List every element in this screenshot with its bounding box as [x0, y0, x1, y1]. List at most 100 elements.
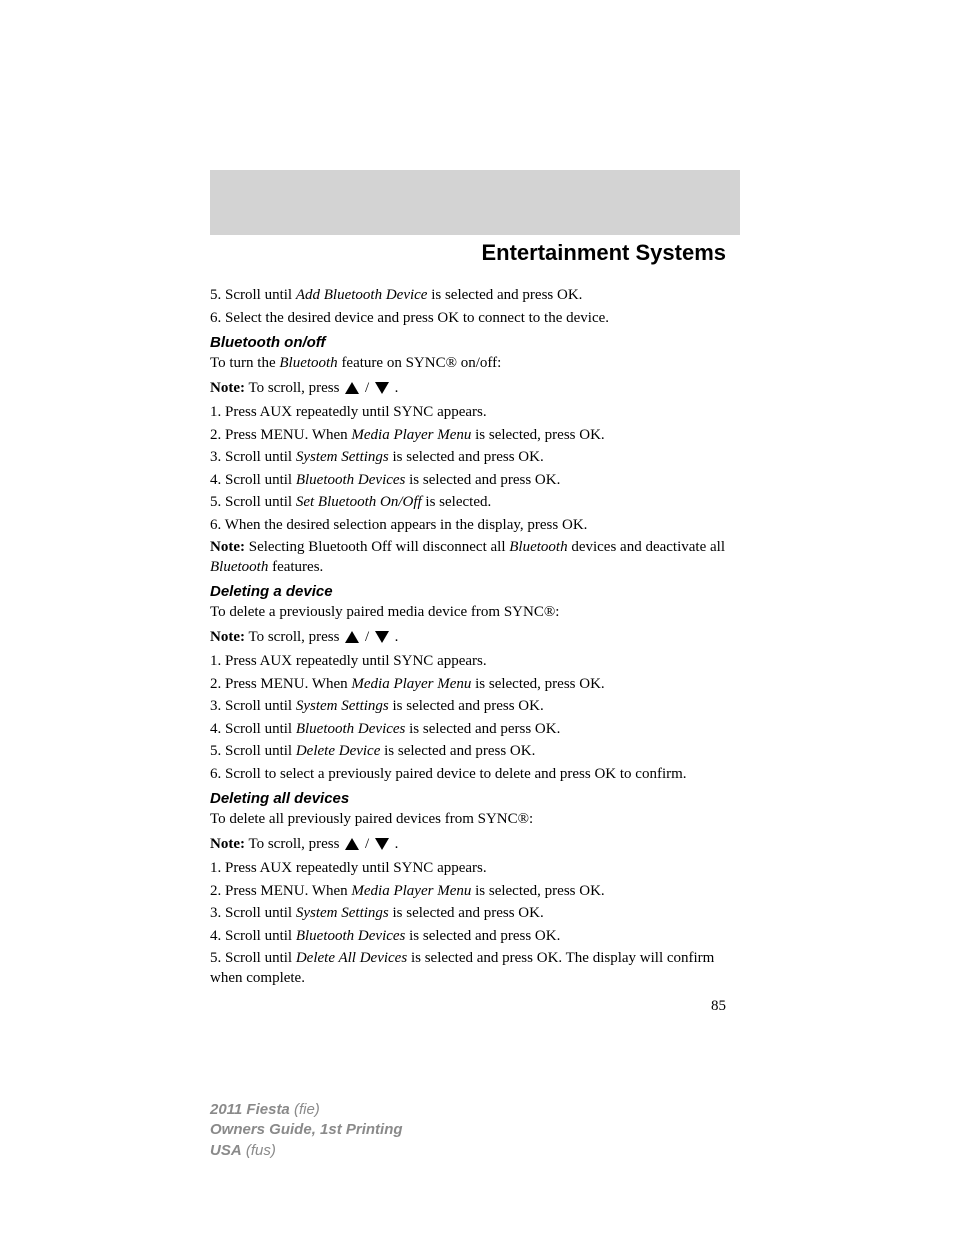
note-label: Note:: [210, 836, 245, 852]
bluetooth-step-1: 1. Press AUX repeatedly until SYNC appea…: [210, 403, 740, 423]
page-title: Entertainment Systems: [210, 235, 740, 274]
text-fragment: devices and deactivate all: [568, 539, 725, 555]
bluetooth-step-4: 4. Scroll until Bluetooth Devices is sel…: [210, 471, 740, 491]
footer-line-2: Owners Guide, 1st Printing: [210, 1120, 403, 1140]
deleting-device-step-5: 5. Scroll until Delete Device is selecte…: [210, 742, 740, 762]
intro-step-6: 6. Select the desired device and press O…: [210, 309, 740, 329]
text-fragment: 3. Scroll until: [210, 698, 296, 714]
deleting-device-step-2: 2. Press MENU. When Media Player Menu is…: [210, 675, 740, 695]
text-fragment: /: [361, 836, 373, 852]
deleting-all-note-scroll: Note: To scroll, press / .: [210, 835, 740, 855]
text-fragment: 4. Scroll until: [210, 721, 296, 737]
bluetooth-step-3: 3. Scroll until System Settings is selec…: [210, 448, 740, 468]
triangle-up-icon: [345, 382, 359, 394]
text-italic: Media Player Menu: [351, 676, 471, 692]
bluetooth-step-5: 5. Scroll until Set Bluetooth On/Off is …: [210, 493, 740, 513]
deleting-all-step-5: 5. Scroll until Delete All Devices is se…: [210, 949, 740, 988]
triangle-down-icon: [375, 838, 389, 850]
triangle-down-icon: [375, 631, 389, 643]
text-fragment: is selected and press OK.: [427, 287, 582, 303]
footer-line-3: USA (fus): [210, 1141, 403, 1161]
text-fragment: 3. Scroll until: [210, 905, 296, 921]
page-content: 5. Scroll until Add Bluetooth Device is …: [210, 274, 740, 1015]
deleting-all-step-1: 1. Press AUX repeatedly until SYNC appea…: [210, 859, 740, 879]
text-fragment: To scroll, press: [245, 629, 343, 645]
text-fragment: .: [391, 629, 399, 645]
text-fragment: 4. Scroll until: [210, 472, 296, 488]
text-fragment: is selected and press OK.: [389, 449, 544, 465]
footer-code: (fie): [290, 1101, 320, 1118]
page-number: 85: [210, 998, 740, 1015]
text-italic: Add Bluetooth Device: [296, 287, 428, 303]
bluetooth-step-2: 2. Press MENU. When Media Player Menu is…: [210, 426, 740, 446]
text-fragment: 5. Scroll until: [210, 743, 296, 759]
bluetooth-note-scroll: Note: To scroll, press / .: [210, 379, 740, 399]
footer: 2011 Fiesta (fie) Owners Guide, 1st Prin…: [210, 1100, 403, 1161]
text-fragment: feature on SYNC® on/off:: [338, 355, 502, 371]
text-fragment: is selected and press OK.: [405, 472, 560, 488]
text-italic: System Settings: [296, 449, 389, 465]
deleting-device-step-1: 1. Press AUX repeatedly until SYNC appea…: [210, 652, 740, 672]
text-fragment: is selected and press OK.: [389, 905, 544, 921]
text-italic: System Settings: [296, 905, 389, 921]
text-fragment: /: [361, 380, 373, 396]
deleting-all-step-3: 3. Scroll until System Settings is selec…: [210, 904, 740, 924]
text-fragment: 4. Scroll until: [210, 928, 296, 944]
deleting-device-step-6: 6. Scroll to select a previously paired …: [210, 765, 740, 785]
text-italic: Bluetooth Devices: [296, 928, 406, 944]
text-italic: Delete All Devices: [296, 950, 407, 966]
text-italic: Delete Device: [296, 743, 381, 759]
text-italic: Media Player Menu: [351, 427, 471, 443]
text-fragment: 2. Press MENU. When: [210, 427, 351, 443]
triangle-down-icon: [375, 382, 389, 394]
footer-line-1: 2011 Fiesta (fie): [210, 1100, 403, 1120]
text-italic: System Settings: [296, 698, 389, 714]
footer-model: 2011 Fiesta: [210, 1101, 290, 1118]
note-label: Note:: [210, 380, 245, 396]
bluetooth-intro: To turn the Bluetooth feature on SYNC® o…: [210, 354, 740, 374]
text-italic: Bluetooth Devices: [296, 472, 406, 488]
text-fragment: is selected.: [422, 494, 492, 510]
text-italic: Set Bluetooth On/Off: [296, 494, 422, 510]
text-fragment: 3. Scroll until: [210, 449, 296, 465]
text-fragment: is selected and press OK.: [405, 928, 560, 944]
deleting-device-intro: To delete a previously paired media devi…: [210, 603, 740, 623]
text-italic: Media Player Menu: [351, 883, 471, 899]
text-fragment: features.: [268, 559, 323, 575]
text-fragment: is selected, press OK.: [471, 427, 604, 443]
text-fragment: 5. Scroll until: [210, 950, 296, 966]
document-page: Entertainment Systems 5. Scroll until Ad…: [210, 170, 740, 1015]
deleting-device-step-3: 3. Scroll until System Settings is selec…: [210, 697, 740, 717]
bluetooth-step-6: 6. When the desired selection appears in…: [210, 516, 740, 536]
footer-region: USA: [210, 1142, 242, 1159]
note-label: Note:: [210, 539, 245, 555]
text-italic: Bluetooth: [279, 355, 337, 371]
text-fragment: To turn the: [210, 355, 279, 371]
text-fragment: .: [391, 380, 399, 396]
header-gray-band: [210, 170, 740, 235]
deleting-all-step-2: 2. Press MENU. When Media Player Menu is…: [210, 882, 740, 902]
text-fragment: To scroll, press: [245, 380, 343, 396]
text-italic: Bluetooth: [210, 559, 268, 575]
heading-deleting-all: Deleting all devices: [210, 790, 740, 807]
triangle-up-icon: [345, 631, 359, 643]
deleting-all-step-4: 4. Scroll until Bluetooth Devices is sel…: [210, 927, 740, 947]
text-fragment: is selected and press OK.: [389, 698, 544, 714]
heading-deleting-device: Deleting a device: [210, 583, 740, 600]
text-fragment: Selecting Bluetooth Off will disconnect …: [245, 539, 509, 555]
intro-step-5: 5. Scroll until Add Bluetooth Device is …: [210, 286, 740, 306]
text-italic: Bluetooth Devices: [296, 721, 406, 737]
text-fragment: 5. Scroll until: [210, 287, 296, 303]
text-fragment: is selected, press OK.: [471, 676, 604, 692]
text-fragment: /: [361, 629, 373, 645]
heading-bluetooth-onoff: Bluetooth on/off: [210, 334, 740, 351]
text-fragment: is selected, press OK.: [471, 883, 604, 899]
text-fragment: To scroll, press: [245, 836, 343, 852]
bluetooth-note-2: Note: Selecting Bluetooth Off will disco…: [210, 538, 740, 577]
text-fragment: 5. Scroll until: [210, 494, 296, 510]
text-fragment: .: [391, 836, 399, 852]
deleting-all-intro: To delete all previously paired devices …: [210, 810, 740, 830]
text-fragment: is selected and perss OK.: [405, 721, 560, 737]
text-fragment: 2. Press MENU. When: [210, 883, 351, 899]
deleting-device-step-4: 4. Scroll until Bluetooth Devices is sel…: [210, 720, 740, 740]
